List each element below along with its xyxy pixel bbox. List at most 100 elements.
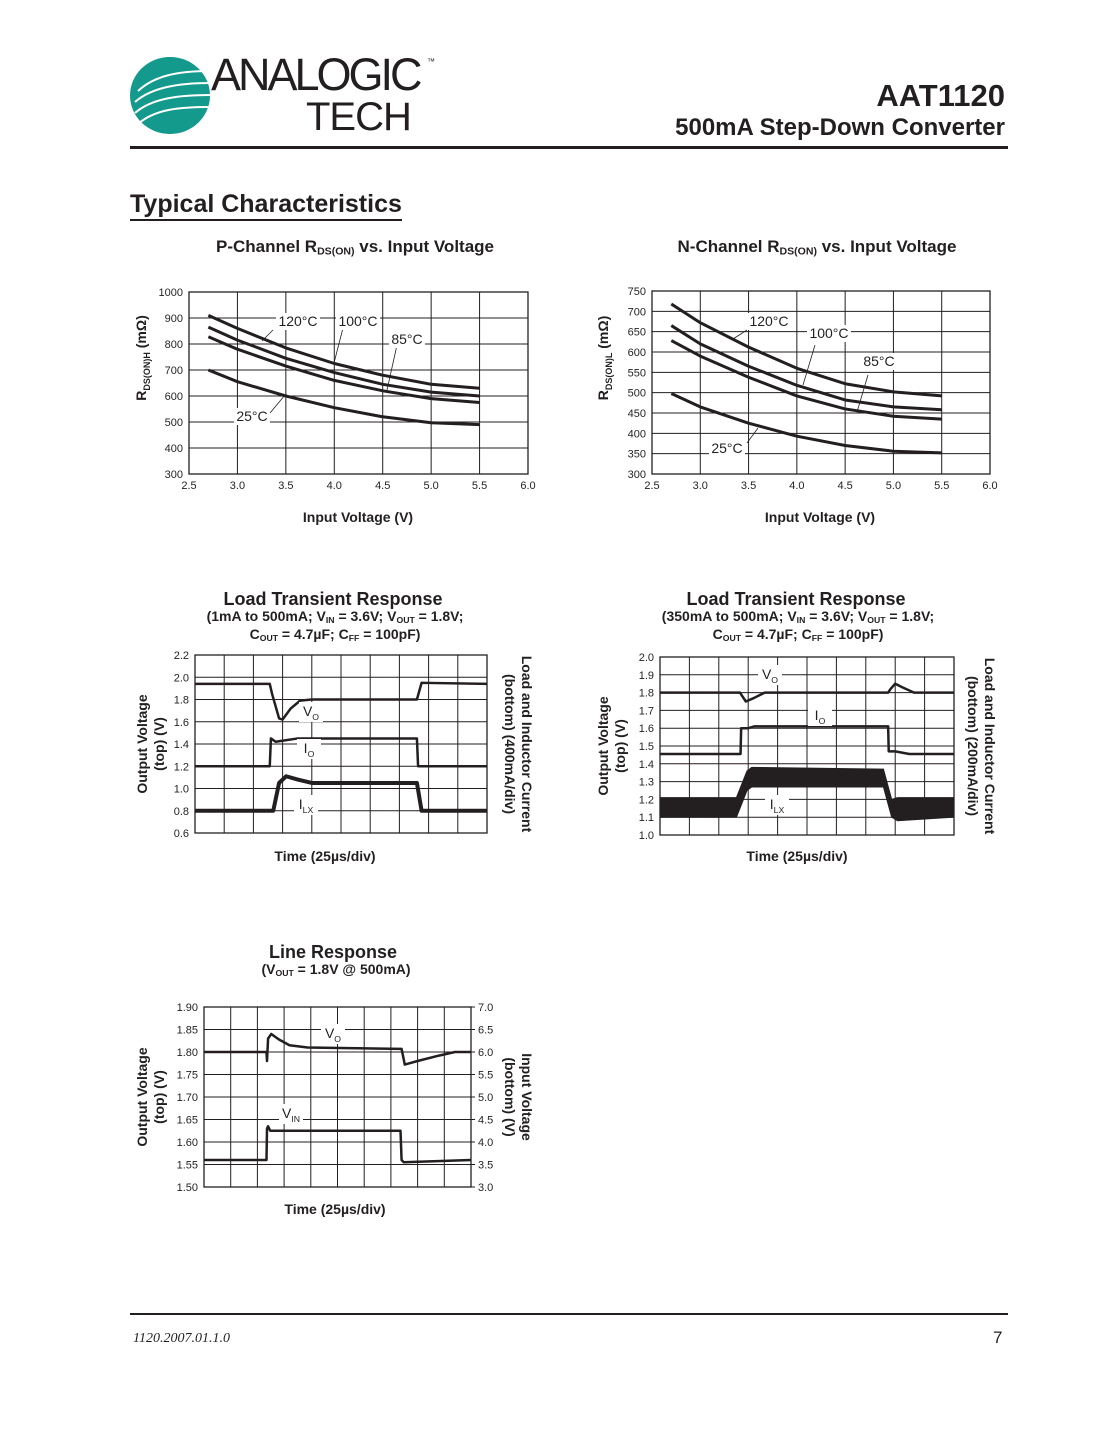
x-tick-label: 2.5 [181,480,196,492]
y-tick-label: 2.0 [639,652,654,664]
series-label: 85°C [391,331,422,347]
y-axis-label: RDS(ON)L (mΩ) [595,316,614,401]
label-leader [746,427,759,444]
subtitle-subscript: OUT [396,615,415,626]
series-label: ILX [299,796,314,815]
logo-icon [130,57,210,134]
y-tick-label: 500 [165,417,183,429]
x-tick-label: 5.5 [472,480,487,492]
x-tick-label: 3.0 [230,480,245,492]
x-tick-label: 5.5 [934,480,949,492]
y-axis-label-left: (top) (V) [151,1070,167,1124]
series-label-main: V [303,703,313,719]
plot-frame [188,291,529,475]
y-right-tick-label: 4.5 [478,1115,493,1127]
y-tick-label: 0.6 [174,828,189,840]
series-label-main: I [770,796,774,812]
x-tick-label: 3.5 [741,480,756,492]
chart-0: 300 400 500 600 700 800 900 1000 2.5 3.0 3.5 4.0 4.5… [133,287,536,492]
subtitle-text: = 3.6V; V [334,608,397,624]
label-background [279,1104,303,1124]
series-label: 120°C [278,313,317,329]
y-axis-label-right: (bottom) (V) [502,1057,518,1136]
y-tick-label: 1.4 [174,739,189,751]
plot-frame [659,656,955,836]
y-tick-label: 1.6 [174,717,189,729]
y-tick-label: 500 [628,388,646,400]
subtitle-subscript: OUT [722,633,742,644]
label-leader [802,344,816,386]
y-tick-label: 1.65 [177,1115,198,1127]
y-axis-label-left: (top) (V) [612,719,628,773]
y-tick-label: 350 [628,449,646,461]
y-axis-label-subscript: DS(ON)L [604,352,614,390]
series-label: VO [762,666,778,685]
document-code: 1120.2007.01.1.0 [133,1331,230,1346]
y-axis-label-left: (top) (V) [151,717,167,771]
trademark: ™ [427,57,435,66]
chart-title: P-Channel RDS(ON) vs. Input Voltage [216,238,494,257]
y-tick-label: 300 [628,469,646,481]
series-line [207,335,480,404]
x-tick-label: 3.0 [693,480,708,492]
y-axis-label-unit: (mΩ) [133,315,149,352]
chart-4: 1.50 1.55 1.60 1.65 1.70 1.75 1.80 1.85 1.90 3.0 3… [134,1002,535,1194]
label-background [861,353,897,370]
chart-title-text: vs. Input Voltage [354,237,494,256]
subtitle-subscript: OUT [275,968,294,979]
series-label: 100°C [809,325,848,341]
x-tick-label: 5.0 [423,480,438,492]
series-label-main: I [299,796,303,812]
x-tick-label: 4.5 [375,480,390,492]
y-tick-label: 1.6 [639,723,654,735]
chart-title: Load Transient Response [686,589,906,609]
y-tick-label: 1.0 [639,830,654,842]
subtitle-subscript: OUT [867,615,886,626]
series-label: IO [815,707,826,726]
y-tick-label: 1.55 [177,1160,198,1172]
subtitle-text: = 3.6V; V [805,608,868,624]
series-line [195,774,487,813]
section-title: Typical Characteristics [130,192,402,221]
y-tick-label: 1.9 [639,670,654,682]
y-tick-label: 600 [628,347,646,359]
y-axis-label-unit: (mΩ) [595,316,611,353]
subtitle-subscript: FF [348,633,360,644]
x-tick-label: 2.5 [644,480,659,492]
series-label-main: I [815,707,819,723]
subtitle-subscript: OUT [259,633,279,644]
y-tick-label: 1.70 [177,1092,198,1104]
y-tick-label: 1.60 [177,1137,198,1149]
series-line [204,1032,471,1066]
y-tick-label: 1.90 [177,1002,198,1014]
plot-frame [194,654,488,834]
label-background [299,702,323,722]
series-label: 25°C [236,408,267,424]
plot-frame [651,290,991,475]
y-axis-label-right: Input Voltage [519,1053,535,1141]
y-tick-label: 1.3 [639,777,654,789]
y-tick-label: 550 [628,367,646,379]
y-axis-label-main: R [133,391,149,401]
y-axis-label-left: Output Voltage [134,694,150,793]
y-tick-label: 800 [165,339,183,351]
label-leader [386,344,398,391]
part-number: AAT1120 [876,78,1005,113]
x-tick-label: 5.0 [886,480,901,492]
label-leader [269,394,286,414]
y-axis-label-left: Output Voltage [134,1047,150,1146]
label-background [709,440,745,457]
y-right-tick-label: 5.5 [478,1070,493,1082]
y-right-tick-label: 5.0 [478,1092,493,1104]
y-right-tick-label: 4.0 [478,1137,493,1149]
series-label-main: V [325,1025,335,1041]
y-axis-label-left: Output Voltage [595,696,611,795]
y-tick-label: 1.4 [639,759,654,771]
subtitle-text: = 1.8V; [414,608,464,624]
header-divider [130,146,1008,149]
chart-title-text: P-Channel R [216,237,318,256]
series-label-subscript: O [312,712,319,722]
x-tick-label: 6.0 [982,480,997,492]
y-tick-label: 650 [628,327,646,339]
chart-subtitle-line: (VOUT = 1.8V @ 500mA) [261,962,410,978]
